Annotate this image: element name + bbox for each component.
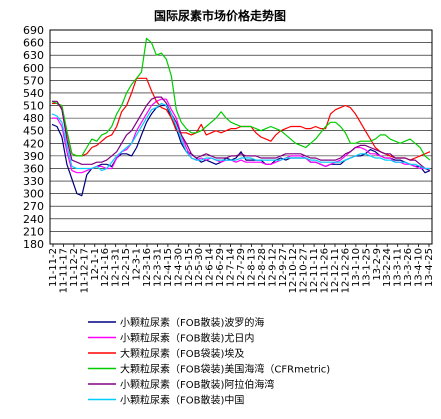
y-tick-label: 330 <box>23 175 44 188</box>
y-tick-label: 270 <box>23 200 44 213</box>
plot-border <box>49 29 433 245</box>
x-tick-label: 12-8-28 <box>257 248 268 287</box>
x-tick-label: 13-3-11 <box>393 248 404 287</box>
x-tick-label: 12-5-30 <box>194 248 205 287</box>
x-tick-label: 12-9-27 <box>278 248 289 287</box>
x-tick-label: 12-12-11 <box>330 248 341 293</box>
y-tick-label: 690 <box>23 24 44 37</box>
y-tick-label: 300 <box>23 188 44 201</box>
y-tick-label: 240 <box>23 213 44 226</box>
y-axis: 1802102402703003303603904204504805105405… <box>23 24 44 251</box>
y-tick-label: 630 <box>23 49 44 62</box>
series-line-5 <box>51 102 430 172</box>
series-line-1 <box>52 98 430 174</box>
x-tick-label: 12-1-1 <box>90 248 101 281</box>
x-tick-label: 11-11-17 <box>58 248 69 293</box>
x-tick-label: 12-11-11 <box>309 248 320 293</box>
x-tick-label: 12-4-30 <box>173 248 184 287</box>
legend-label-5: 小颗粒尿素（FOB散装)中国 <box>120 394 244 407</box>
x-tick-label: 13-1-25 <box>361 248 372 287</box>
y-tick-label: 540 <box>23 87 44 100</box>
y-tick-label: 180 <box>23 238 44 251</box>
x-tick-label: 13-4-10 <box>414 248 425 287</box>
x-tick-label: 12-7-14 <box>226 248 237 287</box>
x-tick-label: 12-11-26 <box>320 248 331 293</box>
series-layer <box>51 37 431 197</box>
y-tick-label: 510 <box>23 100 44 113</box>
legend: 小颗粒尿素（FOB散装)波罗的海小颗粒尿素（FOB散装)尤日内大颗粒尿素（FOB… <box>88 316 330 407</box>
x-tick-label: 12-9-12 <box>267 248 278 287</box>
x-tick-label: 13-1-10 <box>351 248 362 287</box>
x-tick-label: 12-1-31 <box>111 248 122 287</box>
x-tick-label: 12-1-16 <box>100 248 111 287</box>
x-tick-label: 12-2-15 <box>121 248 132 287</box>
x-tick-label: 12-3-1 <box>132 248 143 281</box>
y-tick-label: 360 <box>23 162 44 175</box>
y-tick-label: 660 <box>23 37 44 50</box>
chart-title: 国际尿素市场价格走势图 <box>154 8 286 23</box>
legend-label-0: 小颗粒尿素（FOB散装)波罗的海 <box>120 316 264 329</box>
x-tick-label: 12-3-31 <box>152 248 163 287</box>
y-tick-label: 420 <box>23 137 44 150</box>
x-axis: 11-11-2 11-11-17 11-12-2 11-12-17 12-1-1 12-1… <box>48 244 435 293</box>
x-tick-label: 12-6-29 <box>215 248 226 287</box>
x-tick-label: 12-10-12 <box>288 248 299 293</box>
y-tick-label: 390 <box>23 150 44 163</box>
x-tick-label: 11-12-2 <box>69 248 80 287</box>
y-tick-label: 570 <box>23 74 44 87</box>
y-tick-label: 450 <box>23 125 44 138</box>
y-tick-label: 210 <box>23 225 44 238</box>
x-tick-label: 11-12-17 <box>79 248 90 293</box>
x-tick-label: 13-4-25 <box>424 248 435 287</box>
x-tick-label: 12-7-29 <box>236 248 247 287</box>
legend-label-3: 大颗粒尿素（FOB袋装)美国海湾（CFRmetric) <box>120 363 330 376</box>
legend-label-1: 小颗粒尿素（FOB散装)尤日内 <box>120 332 254 345</box>
x-tick-label: 13-2-9 <box>372 248 383 281</box>
x-tick-label: 12-8-13 <box>246 248 257 287</box>
legend-label-2: 大颗粒尿素（FOB袋装)埃及 <box>120 347 244 360</box>
y-tick-label: 600 <box>23 62 44 75</box>
x-tick-label: 13-3-26 <box>403 248 414 287</box>
series-line-3 <box>51 37 431 161</box>
x-tick-label: 12-6-14 <box>205 248 216 287</box>
x-tick-label: 12-3-16 <box>142 248 153 287</box>
series-line-4 <box>52 96 431 172</box>
y-tick-label: 480 <box>23 112 44 125</box>
x-tick-label: 13-2-24 <box>382 248 393 287</box>
x-tick-label: 12-12-26 <box>340 248 351 293</box>
x-tick-label: 12-4-15 <box>163 248 174 287</box>
legend-label-4: 小颗粒尿素（FOB散装)阿拉伯海湾 <box>120 378 274 391</box>
x-tick-label: 11-11-2 <box>48 248 59 287</box>
plot-area <box>49 29 433 245</box>
x-tick-label: 12-10-27 <box>299 248 310 293</box>
x-tick-label: 12-5-15 <box>184 248 195 287</box>
